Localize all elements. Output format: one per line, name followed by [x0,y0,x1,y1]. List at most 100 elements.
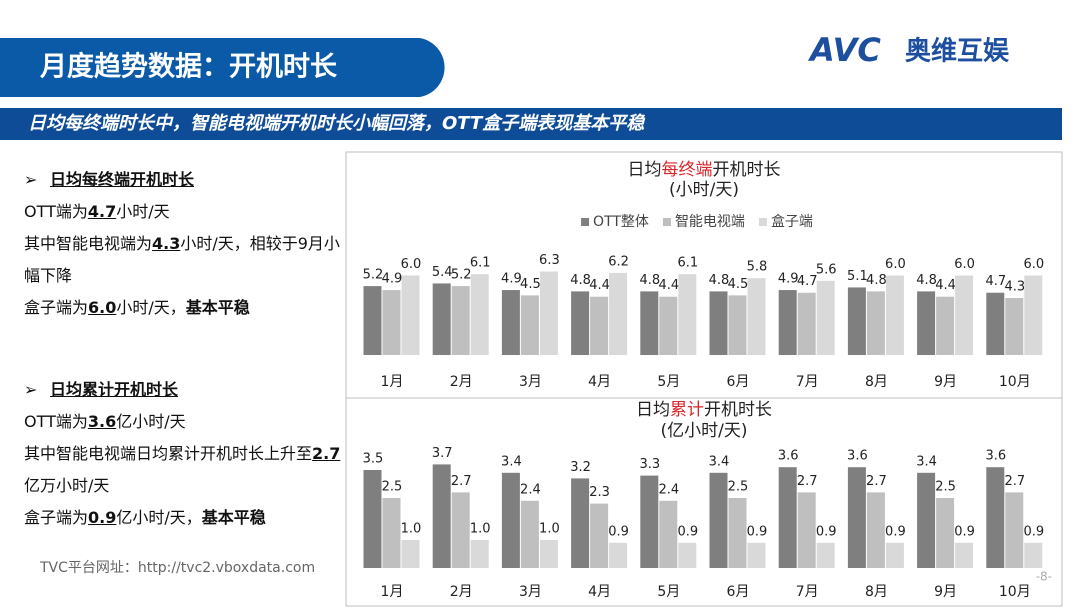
data-label: 2.4 [520,482,541,497]
data-label: 0.9 [954,524,975,539]
chart-title: 日均每终端开机时长 [628,160,781,180]
data-label: 4.9 [382,272,403,287]
section-heading: ➢ 日均每终端开机时长 [24,170,195,189]
line: 盒子端为0.9亿小时/天，基本平稳 [24,508,266,527]
bar [866,291,885,355]
bar [1024,275,1043,355]
data-label: 2.5 [728,480,749,495]
legend-label: 智能电视端 [675,214,745,230]
bar [501,472,520,568]
data-label: 2.5 [935,480,956,495]
x-tick-label: 2月 [450,374,473,390]
bar [709,472,728,568]
data-label: 3.4 [709,454,730,469]
x-tick-label: 8月 [865,374,888,390]
data-label: 2.5 [382,480,403,495]
bar [709,291,728,355]
bar [797,292,816,355]
data-label: 0.9 [1023,524,1044,539]
data-label: 3.6 [847,449,868,464]
logo-mark: AVC [807,31,881,69]
chart-subtitle: (小时/天) [669,180,739,200]
data-label: 2.7 [866,474,887,489]
bar [609,272,628,355]
bar [640,475,659,568]
x-tick-label: 1月 [381,584,404,600]
data-label: 3.2 [570,460,591,475]
data-label: 0.9 [608,524,629,539]
bar [1005,298,1024,355]
line: OTT端为3.6亿小时/天 [24,412,186,431]
bar [955,542,974,568]
bar [816,280,835,355]
legend-label: 盒子端 [771,213,813,230]
bar [986,467,1005,568]
data-label: 3.5 [363,452,384,467]
bar [917,472,936,568]
bar [590,296,609,355]
bar [451,286,470,355]
bar [609,542,628,568]
data-label: 0.9 [677,524,698,539]
data-label: 6.0 [885,257,906,272]
chart-title: 日均累计开机时长 [636,400,772,420]
data-label: 4.4 [589,278,610,293]
data-label: 6.1 [470,256,491,271]
data-label: 0.9 [747,524,768,539]
data-label: 3.7 [432,446,453,461]
data-label: 2.7 [1004,474,1025,489]
section: ➢ 日均累计开机时长 OTT端为3.6亿小时/天 其中智能电视端日均累计开机时长上… [24,374,346,534]
bar [640,291,659,355]
data-label: 3.6 [985,449,1006,464]
line: 其中智能电视端为4.3小时/天，相较于9月小幅下降 [24,234,340,285]
bar [501,290,520,355]
x-tick-label: 3月 [519,374,542,390]
chart-subtitle: (亿小时/天) [661,421,748,441]
bar [571,291,590,355]
data-label: 4.8 [570,273,591,288]
bar [401,540,420,568]
data-label: 6.0 [954,257,975,272]
bar [659,500,678,568]
data-label: 1.0 [539,522,560,537]
bar [539,540,558,568]
data-label: 5.1 [847,269,868,284]
bar [678,542,697,568]
data-label: 2.4 [658,482,679,497]
logo-text: 奥维互娱 [905,36,1010,67]
bar [590,503,609,568]
bar [747,542,766,568]
header-bar [0,38,445,97]
x-tick-label: 8月 [865,584,888,600]
data-label: 6.2 [608,254,629,269]
data-label: 5.8 [747,260,768,275]
x-tick-label: 3月 [519,584,542,600]
bar [432,283,451,355]
bar [451,492,470,568]
bar [797,492,816,568]
bar [816,542,835,568]
data-label: 0.9 [816,524,837,539]
data-label: 4.8 [639,273,660,288]
chart-frame [345,397,1063,607]
line: OTT端为4.7小时/天 [24,202,170,221]
x-tick-label: 4月 [588,584,611,600]
bar [470,540,489,568]
x-tick-label: 6月 [727,584,750,600]
bar [520,295,539,355]
legend-label: OTT整体 [593,214,649,230]
bar [955,275,974,355]
bar [778,290,797,355]
x-tick-label: 4月 [588,374,611,390]
bar [885,542,904,568]
bar [363,286,382,355]
data-label: 6.1 [677,256,698,271]
x-tick-label: 1月 [381,374,404,390]
x-tick-label: 5月 [657,374,680,390]
bar [917,291,936,355]
bar [382,290,401,355]
bar [539,271,558,355]
bar [936,296,955,355]
data-label: 6.3 [539,253,560,268]
